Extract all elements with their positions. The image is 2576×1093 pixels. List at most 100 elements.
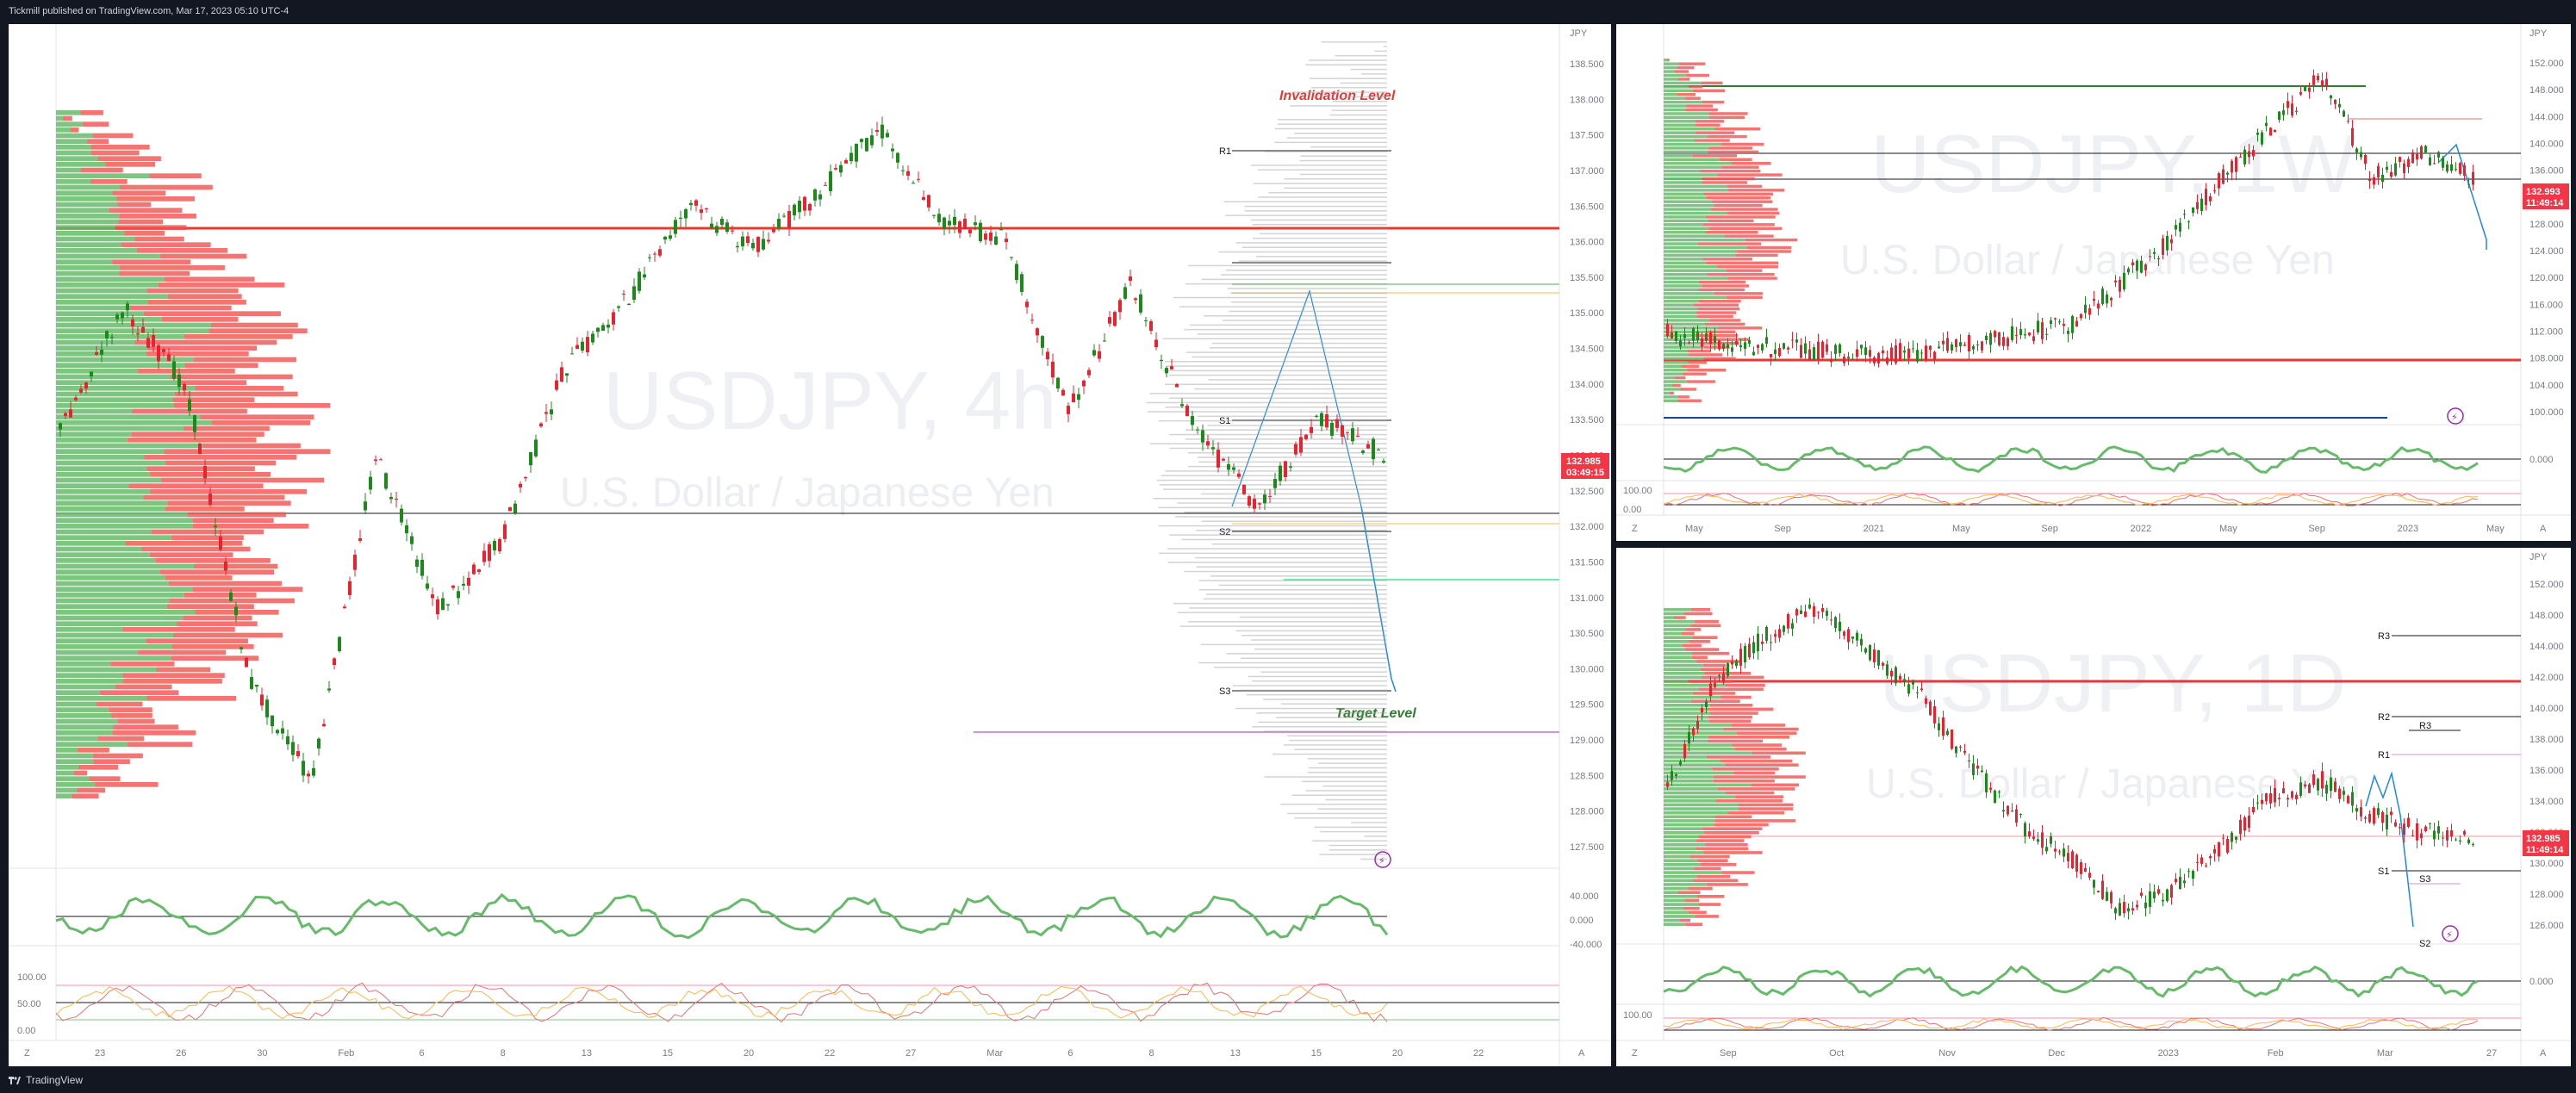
volume-bar bbox=[56, 736, 98, 742]
candle-body bbox=[679, 217, 682, 219]
price-scale-1d[interactable]: 152.000148.000144.000142.000140.000138.0… bbox=[2529, 580, 2564, 931]
candle-body bbox=[2472, 843, 2474, 845]
session-volume-bar bbox=[1329, 114, 1387, 116]
zoom-toggle-button[interactable]: Z bbox=[1632, 524, 1638, 534]
volume-bar bbox=[1664, 104, 1687, 108]
volume-bar bbox=[1664, 364, 1682, 368]
time-axis-4h[interactable]: 23 26 30 Feb 6 8 13 15 20 22 27 Mar 6 8 13 15 20 22 bbox=[95, 1048, 1484, 1059]
candle-body bbox=[1046, 351, 1049, 360]
volume-bar bbox=[1737, 250, 1791, 253]
candle-body bbox=[136, 333, 140, 335]
session-volume-bar bbox=[1240, 616, 1387, 618]
candle-body bbox=[79, 388, 83, 393]
session-volume-bar bbox=[1208, 379, 1387, 381]
price-tick-label: 132.000 bbox=[1570, 522, 1604, 532]
osc-scale-1w: 100.000.00 bbox=[1623, 486, 1652, 515]
volume-bar bbox=[1664, 292, 1714, 295]
candle-body bbox=[1843, 631, 1845, 637]
session-volume-bar bbox=[1162, 338, 1387, 339]
session-volume-bar bbox=[1149, 393, 1387, 394]
candle-body bbox=[2343, 791, 2345, 795]
chart-canvas-1d[interactable]: USDJPY, 1D U.S. Dollar / Japanese Yen R3… bbox=[1616, 548, 2571, 1066]
auto-scale-button[interactable]: A bbox=[2540, 524, 2547, 534]
chart-pane-1w[interactable]: USDJPY, 1W U.S. Dollar / Japanese Yen JP… bbox=[1616, 24, 2571, 541]
chart-canvas-4h[interactable]: USDJPY, 4h U.S. Dollar / Japanese Yen R1… bbox=[9, 24, 1611, 1066]
volume-bar bbox=[119, 270, 190, 276]
lightning-icon[interactable] bbox=[2442, 925, 2459, 942]
volume-bar bbox=[1664, 795, 1735, 798]
candle-body bbox=[2334, 99, 2336, 104]
zoom-toggle-button[interactable]: Z bbox=[1632, 1048, 1638, 1059]
volume-bar bbox=[115, 225, 187, 230]
lightning-icon[interactable] bbox=[1374, 851, 1391, 868]
volume-bar bbox=[1664, 775, 1714, 779]
volume-bar bbox=[1664, 803, 1739, 807]
volume-bar bbox=[1684, 898, 1700, 903]
price-scale-4h[interactable]: 138.500138.000137.500137.000136.500136.0… bbox=[1570, 59, 1604, 853]
volume-bar bbox=[56, 242, 121, 247]
volume-bar bbox=[208, 328, 308, 333]
time-tick-label: 20 bbox=[1392, 1048, 1403, 1059]
volume-bar bbox=[56, 718, 118, 724]
volume-bar bbox=[1664, 272, 1708, 276]
candle-body bbox=[1036, 328, 1039, 336]
volume-bar bbox=[56, 535, 171, 540]
price-tick-label: 133.500 bbox=[1570, 415, 1604, 425]
candle-body bbox=[157, 345, 160, 362]
volume-bar bbox=[1702, 663, 1726, 668]
volume-bar bbox=[1678, 62, 1706, 65]
candle-body bbox=[2226, 838, 2229, 854]
candle-body bbox=[1216, 450, 1220, 468]
volume-bar bbox=[80, 110, 103, 115]
session-volume-bar bbox=[1264, 776, 1387, 778]
volume-bar bbox=[1664, 131, 1696, 134]
volume-bar bbox=[1692, 154, 1738, 158]
candle-body bbox=[787, 211, 791, 228]
volume-bar bbox=[56, 598, 170, 604]
volume-bar bbox=[179, 380, 247, 385]
chart-canvas-1w[interactable]: USDJPY, 1W U.S. Dollar / Japanese Yen JP… bbox=[1616, 24, 2571, 541]
volume-bar bbox=[1664, 115, 1709, 120]
time-axis-1w[interactable]: May Sep 2021 May Sep 2022 May Sep 2023 May bbox=[1685, 524, 2504, 534]
auto-scale-button[interactable]: A bbox=[1578, 1048, 1585, 1059]
session-volume-bar bbox=[1168, 397, 1387, 399]
volume-bar bbox=[113, 724, 178, 730]
candle-body bbox=[824, 184, 827, 186]
zoom-toggle-button[interactable]: Z bbox=[24, 1048, 30, 1059]
volume-bar bbox=[1664, 783, 1752, 787]
candle-body bbox=[2433, 830, 2436, 840]
volume-bar bbox=[1703, 345, 1730, 349]
candle-body bbox=[84, 382, 88, 389]
volume-bar bbox=[56, 770, 74, 776]
volume-bar bbox=[97, 736, 145, 742]
session-volume-bar bbox=[1328, 844, 1387, 847]
chart-pane-1d[interactable]: USDJPY, 1D U.S. Dollar / Japanese Yen R3… bbox=[1616, 548, 2571, 1066]
volume-bar bbox=[1714, 127, 1761, 131]
volume-bar bbox=[119, 214, 196, 219]
candle-body bbox=[2416, 823, 2418, 841]
volume-bar bbox=[146, 351, 249, 357]
candle-body bbox=[860, 139, 863, 142]
candle-body bbox=[2455, 169, 2457, 171]
candle-body bbox=[2166, 889, 2168, 901]
chart-pane-4h[interactable]: USDJPY, 4h U.S. Dollar / Japanese Yen R1… bbox=[9, 24, 1611, 1066]
auto-scale-button[interactable]: A bbox=[2540, 1048, 2547, 1059]
candle-body bbox=[1860, 638, 1863, 646]
volume-bar bbox=[56, 765, 78, 770]
candle-body bbox=[1912, 680, 1914, 685]
stoch-d-4h bbox=[55, 985, 1388, 1020]
volume-bar bbox=[1664, 319, 1710, 322]
candle-body bbox=[989, 232, 992, 241]
lightning-icon[interactable] bbox=[2447, 407, 2464, 425]
tradingview-logo-icon bbox=[9, 1077, 21, 1084]
time-tick-label: 8 bbox=[501, 1048, 506, 1059]
candle-body bbox=[2450, 164, 2453, 171]
session-volume-bar bbox=[1188, 264, 1387, 267]
candle-body bbox=[2222, 837, 2224, 839]
volume-bar bbox=[117, 202, 152, 208]
price-scale-1w[interactable]: 152.000148.000144.000140.000136.000132.0… bbox=[2529, 59, 2564, 418]
candle-body bbox=[2054, 848, 2056, 852]
time-axis-1d[interactable]: Sep Oct Nov Dec 2023 Feb Mar 27 bbox=[1720, 1048, 2497, 1059]
volume-bar bbox=[167, 294, 242, 299]
volume-bar bbox=[187, 512, 286, 518]
